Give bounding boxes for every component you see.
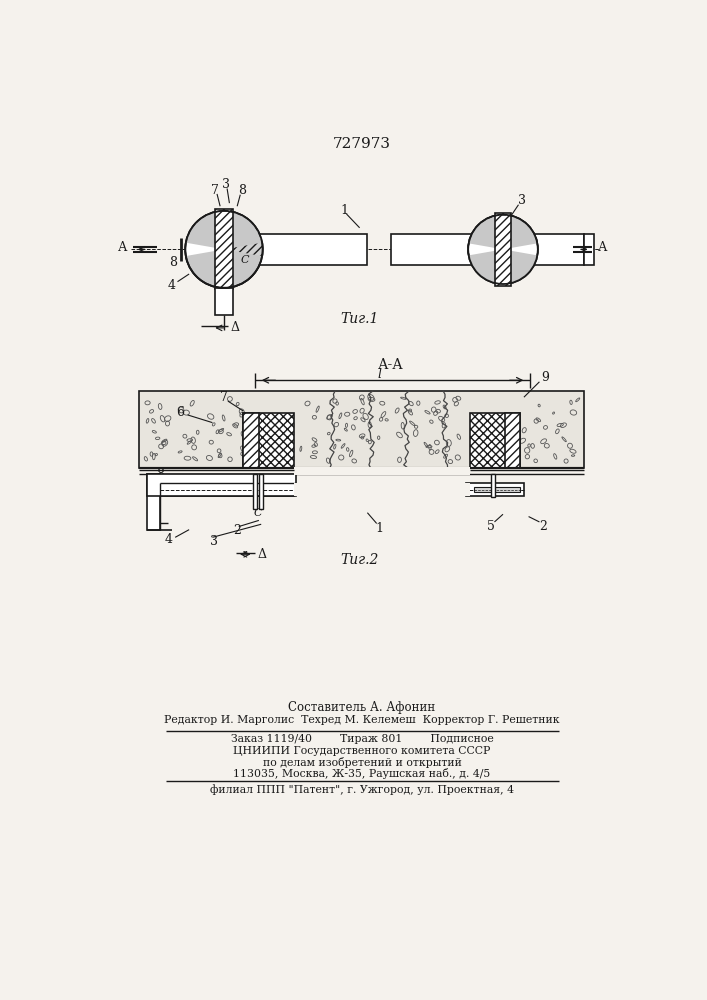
Text: C: C [240, 255, 249, 265]
Bar [252, 474, 257, 509]
Text: C: C [253, 508, 262, 518]
Wedge shape [469, 249, 537, 284]
Bar [139, 391, 585, 468]
Bar [469, 413, 520, 468]
Text: А: А [598, 241, 608, 254]
Text: Редактор И. Марголис  Техред М. Келемеш  Корректор Г. Решетник: Редактор И. Марголис Техред М. Келемеш К… [164, 715, 560, 725]
Text: 9: 9 [542, 371, 549, 384]
Text: 8: 8 [156, 468, 165, 481]
Text: Δ: Δ [230, 321, 240, 334]
Bar [216, 288, 233, 315]
Bar [491, 474, 495, 497]
Text: 4: 4 [168, 279, 176, 292]
Bar [505, 413, 520, 468]
Text: А: А [117, 241, 127, 254]
Text: филиал ППП "Патент", г. Ужгород, ул. Проектная, 4: филиал ППП "Патент", г. Ужгород, ул. Про… [210, 785, 514, 795]
Text: по делам изобретений и открытий: по делам изобретений и открытий [262, 757, 462, 768]
Text: 113035, Москва, Ж-35, Раушская наб., д. 4/5: 113035, Москва, Ж-35, Раушская наб., д. … [233, 768, 491, 779]
Bar [233, 234, 368, 265]
Bar [259, 474, 263, 509]
Ellipse shape [468, 215, 538, 284]
Bar [293, 467, 469, 475]
Bar [146, 474, 160, 530]
Text: 7: 7 [220, 391, 228, 404]
Text: 4: 4 [165, 533, 173, 546]
Bar [216, 209, 233, 289]
Text: Τиг.1: Τиг.1 [341, 312, 379, 326]
Wedge shape [186, 211, 262, 249]
Bar [466, 483, 524, 496]
Text: 1: 1 [375, 522, 383, 535]
Ellipse shape [185, 211, 263, 288]
Text: 3: 3 [222, 178, 230, 191]
Bar [391, 234, 585, 265]
Text: 5: 5 [487, 520, 496, 533]
Text: 1: 1 [340, 204, 348, 217]
Text: l: l [377, 368, 381, 381]
Text: Составитель А. Афонин: Составитель А. Афонин [288, 701, 436, 714]
Bar [495, 213, 510, 286]
Bar [474, 487, 520, 492]
Wedge shape [469, 215, 537, 249]
Text: 8: 8 [238, 184, 246, 197]
Text: Заказ 1119/40        Тираж 801        Подписное: Заказ 1119/40 Тираж 801 Подписное [230, 734, 493, 744]
Bar [216, 209, 233, 289]
Text: Δ: Δ [257, 548, 267, 561]
Text: 2: 2 [539, 520, 547, 533]
Wedge shape [186, 249, 262, 288]
Bar [585, 234, 594, 265]
Text: 7: 7 [211, 184, 218, 197]
Text: 8: 8 [170, 256, 177, 269]
Wedge shape [224, 211, 263, 288]
Bar [243, 413, 259, 468]
Text: 727973: 727973 [333, 137, 391, 151]
Text: 3: 3 [518, 194, 527, 207]
Text: 6: 6 [176, 406, 184, 419]
Bar [146, 474, 296, 496]
Text: 8: 8 [145, 506, 153, 519]
Bar [243, 413, 293, 468]
Bar [293, 483, 469, 496]
Text: 3: 3 [210, 535, 218, 548]
Text: 2: 2 [233, 524, 241, 537]
Text: А-А: А-А [378, 358, 404, 372]
Text: ЦНИИПИ Государственного комитета СССР: ЦНИИПИ Государственного комитета СССР [233, 746, 491, 756]
Bar [160, 483, 293, 496]
Text: Τиг.2: Τиг.2 [341, 553, 379, 567]
